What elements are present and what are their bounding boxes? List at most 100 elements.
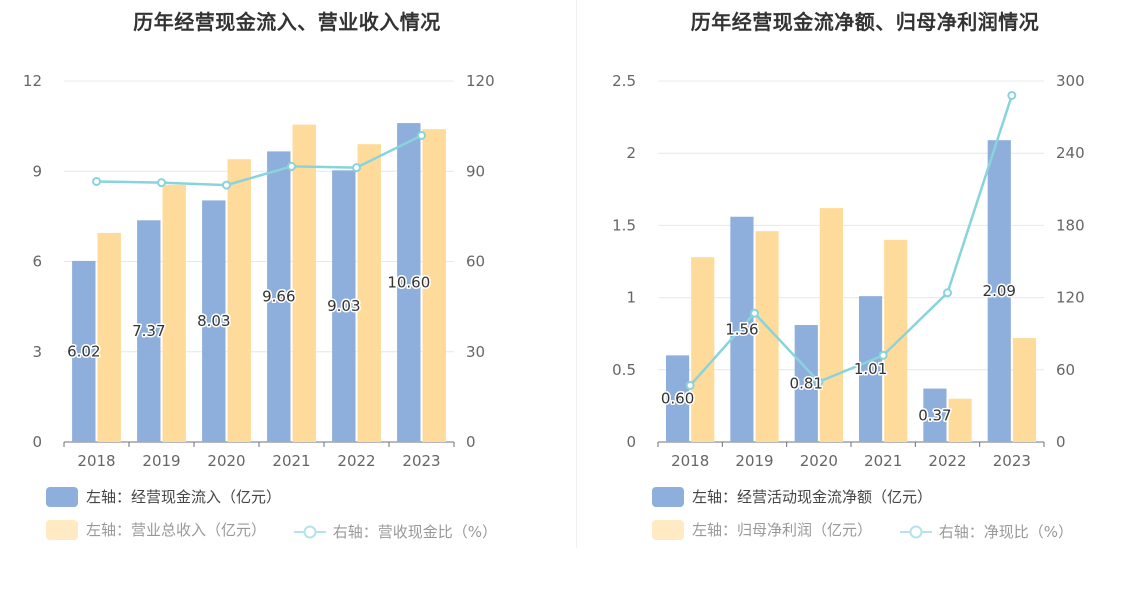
left-axis-tick-label: 3	[32, 343, 42, 361]
legend-swatch	[652, 519, 684, 540]
x-axis-tick-label: 2019	[142, 452, 180, 470]
bar-data-label: 1.01	[854, 360, 887, 378]
bar-data-label: 10.60	[387, 274, 430, 292]
chart-title: 历年经营现金流净额、归母净利润情况	[690, 10, 1040, 34]
bar-series-1	[794, 325, 818, 442]
bar-series-1	[859, 296, 883, 442]
left-axis-tick-label: 2.5	[612, 72, 636, 90]
legend-item-bar-1[interactable]: 左轴：经营现金流入（亿元）	[46, 486, 281, 507]
line-point	[157, 178, 166, 188]
bar-data-label: 6.02	[67, 342, 100, 360]
line-point	[92, 176, 101, 186]
line-legend-icon	[293, 525, 326, 538]
bar-data-label: 9.66	[262, 288, 295, 306]
bar-series-1	[397, 123, 421, 442]
bar-series-2	[357, 144, 381, 443]
legend-swatch	[46, 486, 78, 507]
bar-data-label: 1.56	[725, 320, 758, 338]
right-axis-tick-label: 120	[466, 72, 495, 90]
x-axis-tick-label: 2023	[402, 452, 440, 470]
bar-series-1	[987, 140, 1011, 443]
bar-series-2	[884, 239, 908, 442]
line-point	[287, 161, 296, 171]
legend-item-bar-2[interactable]: 左轴：归母净利润（亿元）	[652, 519, 872, 540]
right-axis-tick-label: 0	[466, 433, 476, 451]
bar-series-1	[730, 216, 754, 442]
bar-data-label: 2.09	[983, 282, 1016, 300]
left-axis-tick-label: 0	[32, 433, 42, 451]
x-axis-tick-label: 2021	[864, 452, 902, 470]
bar-series-2	[292, 124, 316, 442]
right-axis-tick-label: 90	[466, 162, 485, 180]
bar-data-label: 0.60	[661, 390, 694, 408]
legend-label: 右轴：营收现金比（%）	[332, 523, 498, 541]
bar-data-label: 7.37	[132, 322, 165, 340]
legend-swatch	[46, 519, 78, 540]
legend-row-2: 左轴：归母净利润（亿元） 右轴：净现比（%）	[652, 519, 1095, 544]
x-axis-tick-label: 2018	[77, 452, 115, 470]
line-point	[943, 288, 952, 298]
line-point	[750, 308, 759, 318]
x-axis-tick-label: 2021	[272, 452, 310, 470]
left-axis-tick-label: 12	[23, 72, 42, 90]
line-point	[878, 350, 888, 360]
chart-title: 历年经营现金流入、营业收入情况	[133, 10, 441, 34]
panel-net-cash-profit: 历年经营现金流净额、归母净利润情况 0 0.5 1 1.5 2 2.5 0 60 120 180 2…	[578, 0, 1148, 589]
line-point	[1007, 90, 1017, 100]
x-axis-tick-label: 2020	[800, 452, 838, 470]
left-axis-tick-label: 0.5	[612, 361, 636, 379]
line-point	[685, 380, 695, 390]
bar-series-1	[332, 170, 356, 442]
right-axis-tick-label: 60	[466, 253, 485, 271]
line-point	[814, 377, 824, 387]
bar-series-1	[666, 355, 690, 442]
legend-row-1: 左轴：经营现金流入（亿元）	[46, 486, 303, 511]
legend-label: 右轴：净现比（%）	[938, 523, 1074, 541]
right-axis-tick-label: 300	[1056, 72, 1085, 90]
right-axis-tick-label: 240	[1056, 144, 1085, 162]
bar-series-2	[755, 231, 779, 442]
legend-item-bar-2[interactable]: 左轴：营业总收入（亿元）	[46, 519, 266, 540]
legend-label: 左轴：经营现金流入（亿元）	[86, 488, 282, 506]
bar-series-2	[97, 232, 121, 442]
line-point	[352, 163, 361, 173]
left-axis-tick-label: 0	[626, 433, 636, 451]
legend-label: 左轴：归母净利润（亿元）	[692, 521, 873, 539]
legend-item-line[interactable]: 右轴：净现比（%）	[899, 521, 1073, 542]
x-axis-tick-label: 2020	[207, 452, 245, 470]
line-point	[222, 180, 231, 190]
right-axis-tick-label: 180	[1056, 216, 1085, 234]
x-axis-tick-label: 2022	[928, 452, 966, 470]
right-axis-tick-label: 120	[1056, 289, 1085, 307]
legend-row-2: 左轴：营业总收入（亿元） 右轴：营收现金比（%）	[46, 519, 519, 544]
panel-cash-inflow-revenue: 历年经营现金流入、营业收入情况 0 3 6 9 12 0 30 60 90 120 2018 2019…	[23, 10, 519, 544]
bar-series-1	[267, 151, 291, 442]
left-axis-tick-label: 2	[626, 144, 636, 162]
legend-item-bar-1[interactable]: 左轴：经营活动现金流净额（亿元）	[652, 486, 932, 507]
panel-divider	[576, 0, 577, 548]
legend-swatch	[652, 486, 684, 507]
legend-row-1: 左轴：经营活动现金流净额（亿元）	[652, 486, 954, 511]
bar-series-1	[137, 220, 161, 442]
bar-series-1	[923, 388, 947, 442]
right-axis-tick-label: 60	[1056, 361, 1075, 379]
legend-item-line[interactable]: 右轴：营收现金比（%）	[293, 521, 497, 542]
left-axis-tick-label: 9	[32, 162, 42, 180]
x-axis-tick-label: 2019	[735, 452, 773, 470]
left-axis-tick-label: 1	[626, 289, 636, 307]
bar-series-2	[819, 208, 843, 442]
line-series	[96, 134, 423, 187]
bar-series-2	[227, 159, 251, 442]
line-legend-icon	[899, 525, 932, 538]
right-axis-tick-label: 0	[1056, 433, 1066, 451]
bar-series-2	[691, 257, 715, 442]
bar-data-label: 0.81	[790, 375, 823, 393]
left-axis-tick-label: 1.5	[612, 216, 636, 234]
bar-series-1	[72, 260, 96, 442]
bar-data-label: 8.03	[197, 312, 230, 330]
chart-svg: 0 0.5 1 1.5 2 2.5 0 60 120 180 240 300 2018 2019 2020 2…	[612, 72, 1085, 470]
left-axis-tick-label: 6	[32, 253, 42, 271]
legend-label: 左轴：营业总收入（亿元）	[86, 521, 267, 539]
